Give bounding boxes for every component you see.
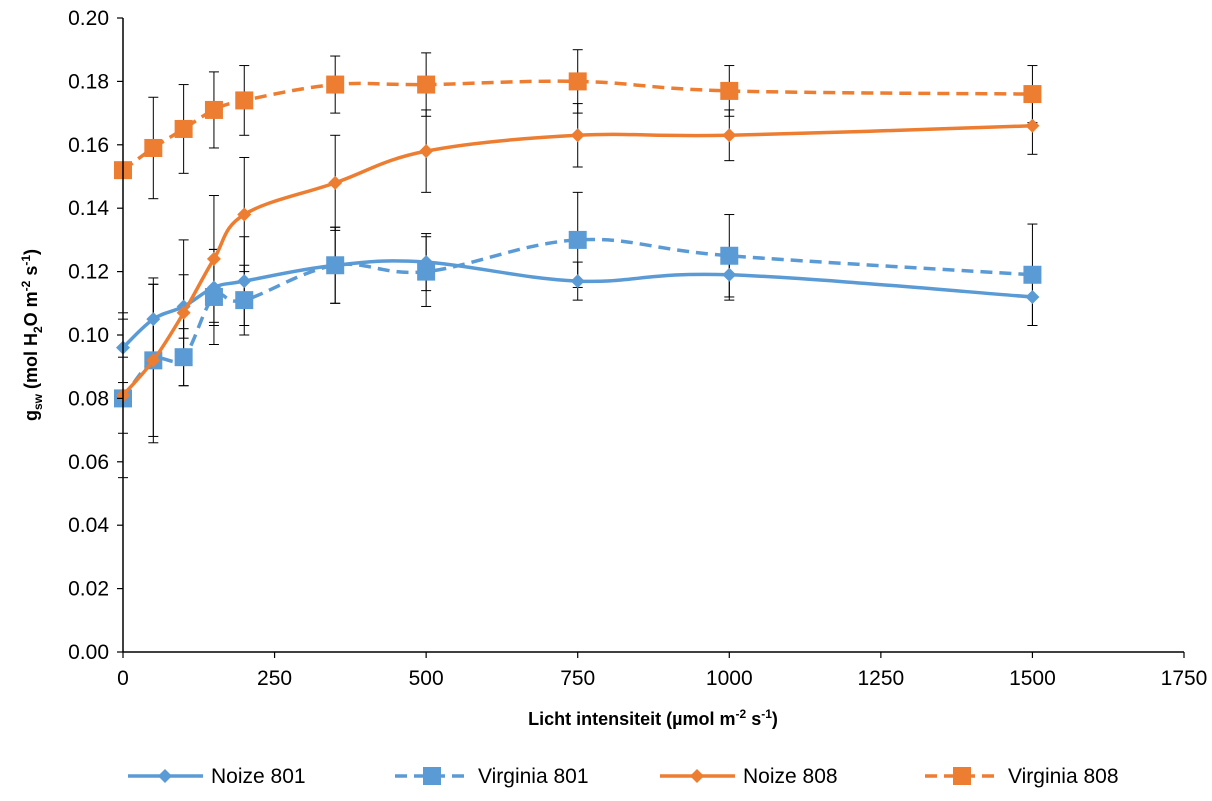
- legend-item-virginia-801: Virginia 801: [395, 765, 589, 788]
- point-noize-801: [570, 274, 585, 289]
- point-virginia-801: [568, 230, 587, 249]
- point-noize-808: [206, 251, 221, 266]
- point-noize-808: [146, 353, 161, 368]
- x-tick-label: 1250: [857, 667, 904, 690]
- point-virginia-808: [1023, 85, 1042, 104]
- point-virginia-808: [204, 100, 223, 119]
- y-tick-label: 0.04: [68, 514, 109, 537]
- point-virginia-801: [235, 291, 254, 310]
- point-noize-801: [237, 274, 252, 289]
- legend-marker: [158, 769, 172, 783]
- legend-item-noize-801: Noize 801: [128, 765, 306, 788]
- legend-label: Noize 808: [743, 765, 838, 788]
- y-tick-label: 0.12: [68, 261, 109, 284]
- x-tick-label: 1500: [1009, 667, 1056, 690]
- x-axis-title: Licht intensiteit (µmol m-2 s-1): [528, 707, 778, 729]
- point-virginia-808: [144, 138, 163, 157]
- point-noize-801: [146, 312, 161, 327]
- legend-marker: [690, 769, 704, 783]
- legend-marker: [953, 767, 971, 785]
- y-tick-label: 0.06: [68, 451, 109, 474]
- x-tick-label: 0: [117, 667, 129, 690]
- y-tick-label: 0.08: [68, 387, 109, 410]
- point-noize-808: [722, 128, 737, 143]
- y-tick-label: 0.02: [68, 578, 109, 601]
- point-virginia-801: [174, 348, 193, 367]
- point-virginia-801: [204, 287, 223, 306]
- y-axis-title: gsw (mol H2O m-2 s-1): [19, 249, 45, 421]
- y-tick-label: 0.18: [68, 70, 109, 93]
- point-virginia-808: [720, 81, 739, 100]
- y-tick-label: 0.20: [68, 7, 109, 30]
- x-tick-label: 500: [409, 667, 444, 690]
- point-virginia-808: [174, 119, 193, 138]
- x-tick-label: 750: [560, 667, 595, 690]
- legend-item-noize-808: Noize 808: [660, 765, 838, 788]
- y-tick-label: 0.14: [68, 197, 109, 220]
- point-noize-801: [722, 267, 737, 282]
- y-axis-ticks: 0.00 0.02 0.04 0.06 0.08 0.10 0.12 0.14 0.16 0.18…: [68, 7, 123, 664]
- point-virginia-801: [326, 256, 345, 275]
- legend-label: Virginia 808: [1008, 765, 1119, 788]
- point-noize-808: [237, 207, 252, 222]
- point-virginia-801: [1023, 265, 1042, 284]
- point-noize-801: [1025, 289, 1040, 304]
- x-axis-ticks: 0 250 500 750 1000 1250 1500 1750: [117, 652, 1207, 690]
- legend-item-virginia-808: Virginia 808: [925, 765, 1119, 788]
- point-noize-808: [570, 128, 585, 143]
- point-virginia-808: [417, 75, 436, 94]
- x-tick-label: 1750: [1161, 667, 1208, 690]
- legend-label: Noize 801: [211, 765, 306, 788]
- y-tick-label: 0.10: [68, 324, 109, 347]
- x-tick-label: 250: [257, 667, 292, 690]
- legend-label: Virginia 801: [478, 765, 589, 788]
- point-noize-808: [328, 175, 343, 190]
- point-virginia-808: [235, 91, 254, 110]
- y-tick-label: 0.16: [68, 134, 109, 157]
- point-noize-808: [1025, 118, 1040, 133]
- point-virginia-801: [720, 246, 739, 265]
- legend-marker: [423, 767, 441, 785]
- axes: [122, 18, 1184, 653]
- legend: Noize 801 Virginia 801 Noize 808 Virginia 8…: [128, 765, 1119, 788]
- point-virginia-808: [568, 72, 587, 91]
- y-tick-label: 0.00: [68, 641, 109, 664]
- x-tick-label: 1000: [706, 667, 753, 690]
- plot-area: [114, 49, 1042, 479]
- point-virginia-808: [326, 75, 345, 94]
- point-noize-808: [419, 144, 434, 159]
- point-virginia-801: [417, 262, 436, 281]
- point-noize-808: [176, 305, 191, 320]
